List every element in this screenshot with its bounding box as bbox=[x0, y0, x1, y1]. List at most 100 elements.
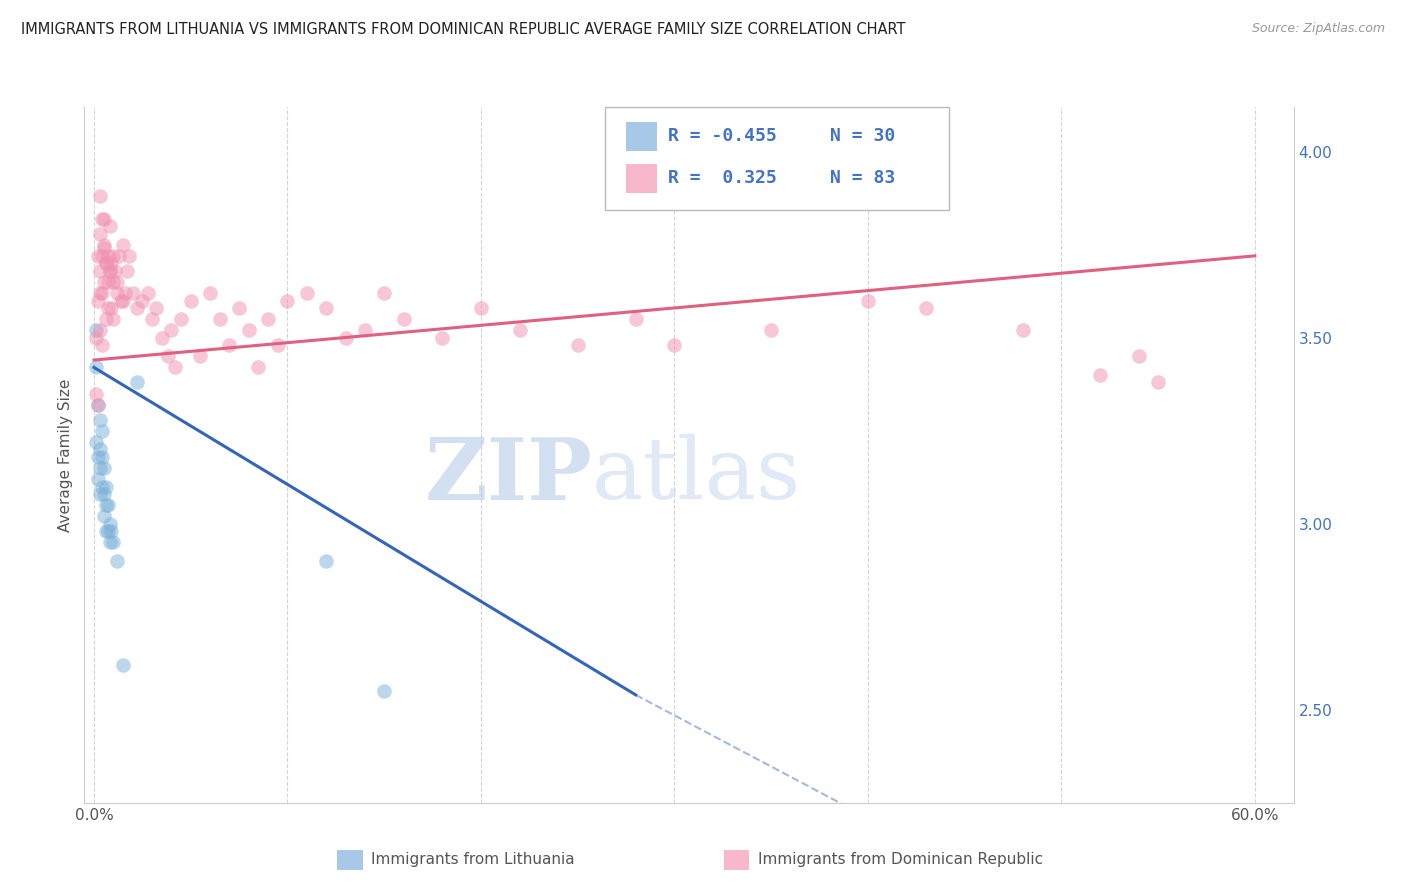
Point bbox=[150, 331, 173, 345]
Text: IMMIGRANTS FROM LITHUANIA VS IMMIGRANTS FROM DOMINICAN REPUBLIC AVERAGE FAMILY S: IMMIGRANTS FROM LITHUANIA VS IMMIGRANTS … bbox=[21, 22, 905, 37]
Point bbox=[180, 293, 202, 308]
Point bbox=[165, 360, 187, 375]
Point bbox=[90, 211, 112, 226]
Point bbox=[567, 338, 589, 352]
Point bbox=[112, 237, 135, 252]
Point bbox=[392, 312, 415, 326]
Point bbox=[125, 376, 148, 390]
Point bbox=[94, 312, 117, 326]
Point bbox=[90, 450, 112, 464]
Point bbox=[759, 323, 782, 337]
Point bbox=[93, 487, 115, 501]
Point bbox=[98, 535, 121, 549]
Point bbox=[115, 264, 138, 278]
Point bbox=[89, 487, 111, 501]
Point bbox=[170, 312, 193, 326]
Point bbox=[1011, 323, 1033, 337]
Point bbox=[856, 293, 879, 308]
Point bbox=[114, 286, 136, 301]
Point bbox=[94, 479, 117, 493]
Point bbox=[93, 211, 115, 226]
Point bbox=[145, 301, 167, 315]
Point bbox=[238, 323, 260, 337]
Point bbox=[93, 275, 115, 289]
Point bbox=[141, 312, 163, 326]
Point bbox=[87, 398, 110, 412]
Point bbox=[373, 684, 395, 698]
Point bbox=[1128, 349, 1150, 363]
Point bbox=[98, 219, 121, 233]
Point bbox=[190, 349, 212, 363]
Point bbox=[470, 301, 492, 315]
Point bbox=[1088, 368, 1111, 382]
Point bbox=[664, 338, 686, 352]
Point bbox=[118, 249, 141, 263]
Point bbox=[87, 472, 110, 486]
Point bbox=[84, 331, 107, 345]
Point bbox=[100, 524, 122, 539]
Point bbox=[89, 461, 111, 475]
Point bbox=[136, 286, 159, 301]
Point bbox=[90, 338, 112, 352]
Y-axis label: Average Family Size: Average Family Size bbox=[58, 378, 73, 532]
Point bbox=[84, 386, 107, 401]
Point bbox=[94, 524, 117, 539]
Point bbox=[247, 360, 270, 375]
Point bbox=[89, 264, 111, 278]
Point bbox=[87, 249, 110, 263]
Point bbox=[915, 301, 938, 315]
Point bbox=[100, 256, 122, 270]
Point bbox=[103, 275, 125, 289]
Point bbox=[93, 509, 115, 524]
Point bbox=[103, 312, 125, 326]
Point bbox=[228, 301, 250, 315]
Point bbox=[103, 249, 125, 263]
Point bbox=[105, 275, 128, 289]
Point bbox=[98, 264, 121, 278]
Point bbox=[509, 323, 531, 337]
Point bbox=[335, 331, 357, 345]
Point bbox=[110, 293, 132, 308]
Point bbox=[100, 301, 122, 315]
Point bbox=[105, 286, 128, 301]
Point bbox=[156, 349, 179, 363]
Point bbox=[89, 442, 111, 457]
Point bbox=[84, 323, 107, 337]
Point bbox=[97, 275, 120, 289]
Point bbox=[93, 461, 115, 475]
Point bbox=[131, 293, 153, 308]
Point bbox=[90, 479, 112, 493]
Point bbox=[257, 312, 280, 326]
Point bbox=[103, 535, 125, 549]
Point bbox=[354, 323, 377, 337]
Point bbox=[90, 286, 112, 301]
Point bbox=[276, 293, 298, 308]
Point bbox=[295, 286, 318, 301]
Point bbox=[89, 286, 111, 301]
Point bbox=[315, 301, 337, 315]
Text: ZIP: ZIP bbox=[425, 434, 592, 517]
Point bbox=[125, 301, 148, 315]
Text: R =  0.325: R = 0.325 bbox=[668, 169, 776, 187]
Point bbox=[87, 293, 110, 308]
Point bbox=[315, 554, 337, 568]
Point bbox=[84, 360, 107, 375]
Point bbox=[104, 264, 127, 278]
Text: atlas: atlas bbox=[592, 434, 801, 517]
Point bbox=[97, 498, 120, 512]
Point bbox=[93, 242, 115, 256]
Point bbox=[432, 331, 454, 345]
Text: N = 83: N = 83 bbox=[830, 169, 894, 187]
Point bbox=[98, 516, 121, 531]
Point bbox=[94, 256, 117, 270]
Point bbox=[108, 249, 131, 263]
Point bbox=[97, 249, 120, 263]
Text: Immigrants from Dominican Republic: Immigrants from Dominican Republic bbox=[758, 853, 1043, 867]
Point bbox=[94, 498, 117, 512]
Point bbox=[1147, 376, 1170, 390]
Point bbox=[87, 450, 110, 464]
Point bbox=[373, 286, 395, 301]
Point bbox=[267, 338, 290, 352]
Point bbox=[93, 237, 115, 252]
Point bbox=[121, 286, 143, 301]
